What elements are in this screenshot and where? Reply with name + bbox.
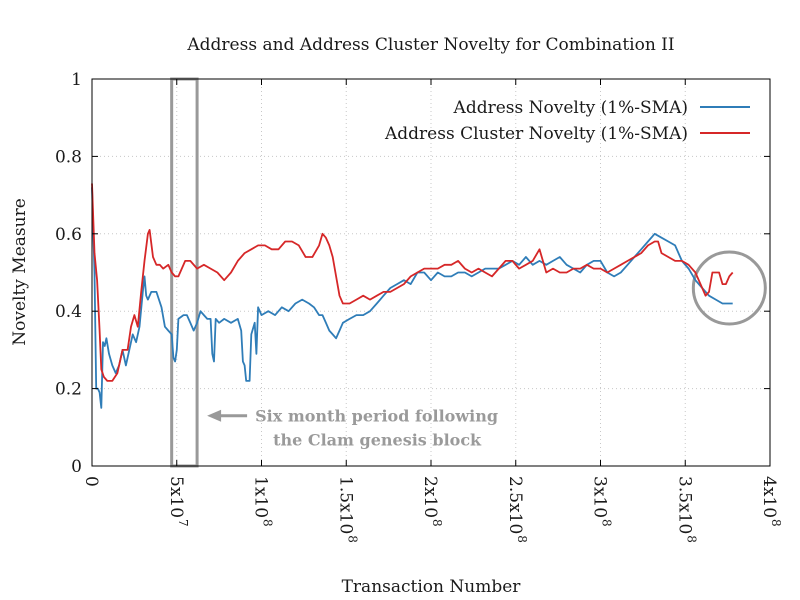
series-layer <box>91 183 734 409</box>
chart-title: Address and Address Cluster Novelty for … <box>186 35 674 55</box>
genesis-period-box <box>170 77 199 468</box>
y-tick-label: 0.6 <box>55 225 82 245</box>
x-tick-exponent: 8 <box>345 535 359 543</box>
y-tick-label: 1 <box>71 70 82 90</box>
y-tick-label: 0.8 <box>55 147 82 167</box>
address-cluster-novelty-line <box>91 183 734 382</box>
convergence-highlight-circle <box>691 250 767 326</box>
y-tick-label: 0.4 <box>55 302 82 322</box>
y-tick-label: 0.2 <box>55 380 82 400</box>
address-novelty-line <box>91 187 733 409</box>
legend-entry-label: Address Cluster Novelty (1%-SMA) <box>384 124 688 144</box>
x-tick-label-text: 1x10 <box>251 476 271 518</box>
annotation-line-2: the Clam genesis block <box>273 431 482 450</box>
x-tick-label-text: 5x10 <box>166 476 186 518</box>
x-tick-exponent: 8 <box>515 535 529 543</box>
x-tick-exponent: 8 <box>769 519 783 527</box>
legend: Address Novelty (1%-SMA) Address Cluster … <box>384 98 750 144</box>
x-tick-label-text: 0 <box>81 476 101 487</box>
y-axis-label: Novelty Measure <box>10 198 30 346</box>
x-tick-label-text: 2x10 <box>420 476 440 518</box>
annotation-line-1: Six month period following <box>255 407 498 426</box>
x-tick-exponent: 8 <box>684 535 698 543</box>
grid-layer <box>92 79 770 466</box>
x-tick-exponent: 8 <box>261 519 275 527</box>
x-tick-label: 0 <box>81 476 101 487</box>
x-tick-exponent: 7 <box>176 519 190 527</box>
legend-entry-label: Address Novelty (1%-SMA) <box>453 98 688 118</box>
x-tick-label-text: 4x10 <box>759 476 779 518</box>
x-tick-exponent: 8 <box>430 519 444 527</box>
x-tick-label-text: 2.5x10 <box>505 476 525 534</box>
x-tick-label-text: 3.5x10 <box>674 476 694 534</box>
x-axis-label: Transaction Number <box>342 577 522 597</box>
x-tick-exponent: 8 <box>600 519 614 527</box>
x-tick-label-text: 1.5x10 <box>335 476 355 534</box>
annotation-arrow-head <box>207 409 222 422</box>
y-tick-label: 0 <box>71 457 82 477</box>
x-tick-label-text: 3x10 <box>590 476 610 518</box>
